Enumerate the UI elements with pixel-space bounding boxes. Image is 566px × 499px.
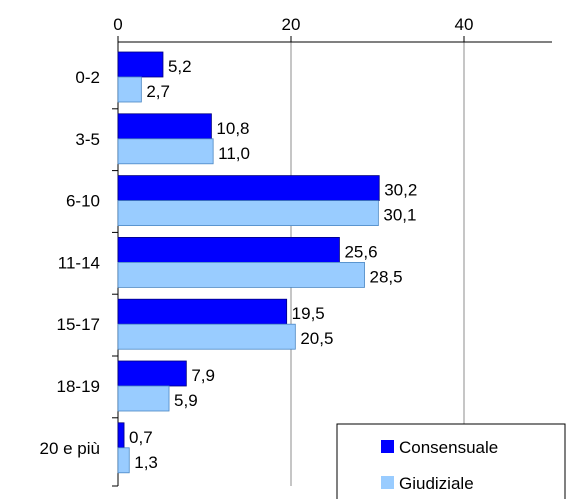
bars	[117, 51, 380, 474]
data-labels: 5,2 2,7 10,8 11,0 30,2 30,1 25,6 28,5 19,5 20,5 7,…	[129, 57, 417, 472]
bar-consensuale-6-10	[117, 175, 380, 202]
data-label: 19,5	[292, 304, 325, 323]
bar-giudiziale-3-5	[117, 138, 214, 165]
data-label: 0,7	[129, 428, 153, 447]
data-label: 25,6	[344, 242, 377, 261]
data-label: 30,2	[384, 181, 417, 200]
legend: Consensuale Giudiziale	[336, 423, 566, 499]
bar-giudiziale-11-14	[117, 261, 365, 288]
bar-consensuale-20-e-più	[117, 422, 125, 449]
legend-swatch-consensuale	[381, 440, 394, 453]
legend-box	[336, 423, 566, 499]
bar-giudiziale-6-10	[117, 200, 379, 227]
x-tick-label: 20	[282, 15, 301, 34]
category-label: 3-5	[75, 130, 100, 149]
data-label: 28,5	[370, 267, 403, 286]
category-label: 11-14	[58, 253, 100, 272]
category-label: 6-10	[66, 192, 100, 211]
bar-giudiziale-20-e-più	[117, 447, 130, 474]
category-label: 18-19	[57, 377, 100, 396]
category-label: 20 e più	[40, 439, 101, 458]
bar-consensuale-15-17	[117, 298, 288, 325]
bar-consensuale-11-14	[117, 236, 340, 263]
data-label: 11,0	[218, 144, 250, 163]
bar-giudiziale-15-17	[117, 323, 296, 350]
legend-label-consensuale: Consensuale	[399, 438, 498, 457]
data-label: 30,1	[383, 206, 416, 225]
legend-label-giudiziale: Giudiziale	[399, 474, 474, 493]
data-label: 5,9	[174, 391, 198, 410]
category-label: 0-2	[75, 68, 100, 87]
bar-giudiziale-0-2	[117, 76, 142, 103]
category-labels: 0-2 3-5 6-10 11-14 15-17 18-19 20 e più	[40, 68, 101, 458]
bar-consensuale-0-2	[117, 51, 164, 78]
data-label: 1,3	[134, 453, 158, 472]
x-tick-label: 0	[113, 15, 122, 34]
bar-giudiziale-18-19	[117, 385, 170, 412]
category-label: 15-17	[57, 315, 100, 334]
data-label: 7,9	[191, 366, 215, 385]
data-label: 5,2	[168, 57, 192, 76]
data-label: 20,5	[300, 329, 333, 348]
x-tick-labels: 0 20 40	[113, 15, 473, 34]
x-tick-label: 40	[455, 15, 474, 34]
bar-consensuale-18-19	[117, 360, 187, 387]
data-label: 10,8	[216, 119, 249, 138]
legend-swatch-giudiziale	[381, 476, 394, 489]
data-label: 2,7	[146, 82, 170, 101]
bar-consensuale-3-5	[117, 113, 212, 140]
